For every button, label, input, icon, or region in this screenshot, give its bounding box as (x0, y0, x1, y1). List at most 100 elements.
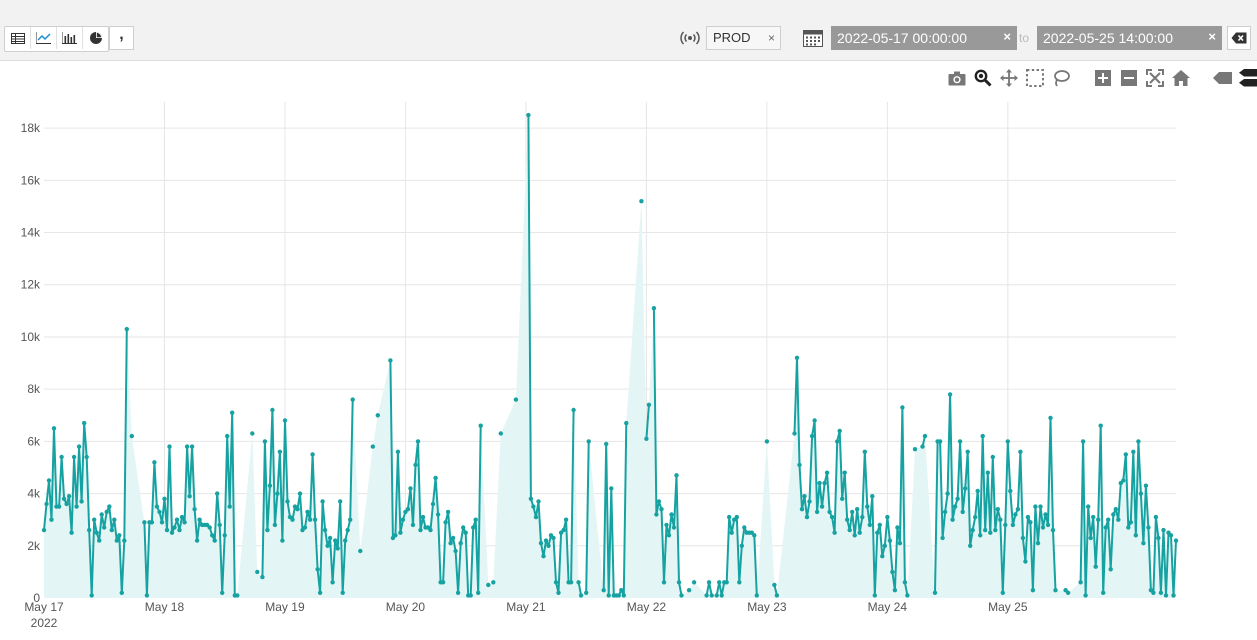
reset-axes-icon[interactable] (1168, 68, 1194, 88)
data-point (947, 392, 953, 397)
data-point (350, 397, 355, 402)
data-point (1000, 590, 1005, 595)
y-tick-label: 18k (21, 121, 41, 135)
date-from-input[interactable]: 2022-05-17 00:00:00 × (831, 26, 1017, 50)
data-point (812, 418, 817, 423)
data-point (880, 554, 885, 559)
data-point (616, 593, 621, 598)
data-point (64, 501, 69, 507)
data-point (644, 436, 649, 441)
hover-compare-icon[interactable] (1236, 68, 1257, 88)
table-icon[interactable] (5, 27, 31, 49)
data-point (739, 543, 744, 548)
autoscale-icon[interactable] (1142, 68, 1168, 88)
zoom-out-icon[interactable] (1116, 68, 1142, 88)
clear-date-from-icon[interactable]: × (1003, 29, 1011, 44)
data-point (184, 444, 190, 449)
clear-all-button[interactable] (1227, 26, 1251, 50)
data-point (1038, 504, 1043, 509)
bar-chart-icon[interactable] (57, 27, 83, 49)
data-point (850, 509, 855, 515)
data-point (965, 449, 970, 454)
data-point (420, 514, 426, 520)
data-point (1168, 533, 1174, 538)
pie-chart-icon[interactable] (83, 27, 108, 49)
data-point (435, 512, 441, 517)
data-point (973, 514, 978, 520)
lasso-icon[interactable] (1048, 68, 1074, 88)
clear-date-to-icon[interactable]: × (1208, 29, 1216, 44)
series-area (44, 115, 1176, 598)
data-point (410, 522, 416, 528)
data-point (250, 431, 255, 436)
data-point (1023, 559, 1028, 564)
data-point (1096, 517, 1101, 522)
data-point (297, 491, 303, 496)
data-point (742, 525, 747, 530)
hover-closest-icon[interactable] (1210, 68, 1236, 88)
data-point (905, 593, 910, 598)
data-point (624, 420, 629, 426)
comma-icon[interactable]: , (109, 26, 134, 50)
zoom-in-icon[interactable] (1090, 68, 1116, 88)
environment-select[interactable]: PROD × (706, 26, 781, 50)
date-to-value: 2022-05-25 14:00:00 (1043, 30, 1173, 46)
data-point (1106, 517, 1111, 522)
data-point (443, 520, 448, 525)
line-chart-icon[interactable] (31, 27, 57, 49)
data-point (486, 582, 491, 588)
box-select-icon[interactable] (1022, 68, 1048, 88)
data-point (990, 454, 995, 460)
data-point (149, 520, 155, 525)
data-point (89, 593, 94, 598)
data-point (822, 480, 827, 486)
data-point (476, 590, 481, 595)
data-point (265, 527, 270, 533)
data-point (129, 433, 134, 439)
data-point (937, 439, 943, 444)
data-point (955, 496, 960, 501)
data-point (388, 358, 393, 363)
data-point (704, 593, 709, 598)
data-point (827, 509, 832, 515)
zoom-icon[interactable] (970, 68, 996, 88)
data-point (84, 454, 89, 460)
date-to-input[interactable]: 2022-05-25 14:00:00 × (1037, 26, 1222, 50)
data-point (343, 538, 348, 543)
series-line-segment (577, 582, 583, 596)
data-point (912, 447, 918, 452)
data-point (400, 517, 406, 522)
data-point (177, 527, 182, 533)
data-point (686, 588, 692, 593)
data-point (212, 538, 217, 543)
data-point (307, 517, 313, 522)
data-point (1116, 517, 1121, 522)
data-point (498, 431, 503, 436)
data-point (1153, 514, 1159, 520)
data-point (478, 423, 483, 428)
data-point (604, 441, 609, 447)
calendar-icon[interactable] (803, 29, 823, 52)
data-point (74, 504, 79, 509)
data-point (51, 426, 57, 431)
data-point (473, 517, 478, 522)
data-point (197, 517, 202, 522)
data-point (310, 452, 315, 457)
data-point (66, 494, 72, 499)
clear-environment-icon[interactable]: × (767, 31, 775, 45)
camera-icon[interactable] (944, 68, 970, 88)
data-point (322, 527, 328, 533)
data-point (860, 514, 865, 520)
data-point (890, 569, 895, 575)
data-point (817, 480, 822, 486)
data-point (674, 473, 679, 478)
series-points (41, 112, 1179, 598)
data-point (857, 530, 862, 535)
data-point (840, 496, 845, 501)
data-point (797, 462, 802, 468)
pan-icon[interactable] (996, 68, 1022, 88)
data-point (978, 533, 983, 538)
data-point (875, 530, 880, 535)
data-point (877, 522, 882, 528)
